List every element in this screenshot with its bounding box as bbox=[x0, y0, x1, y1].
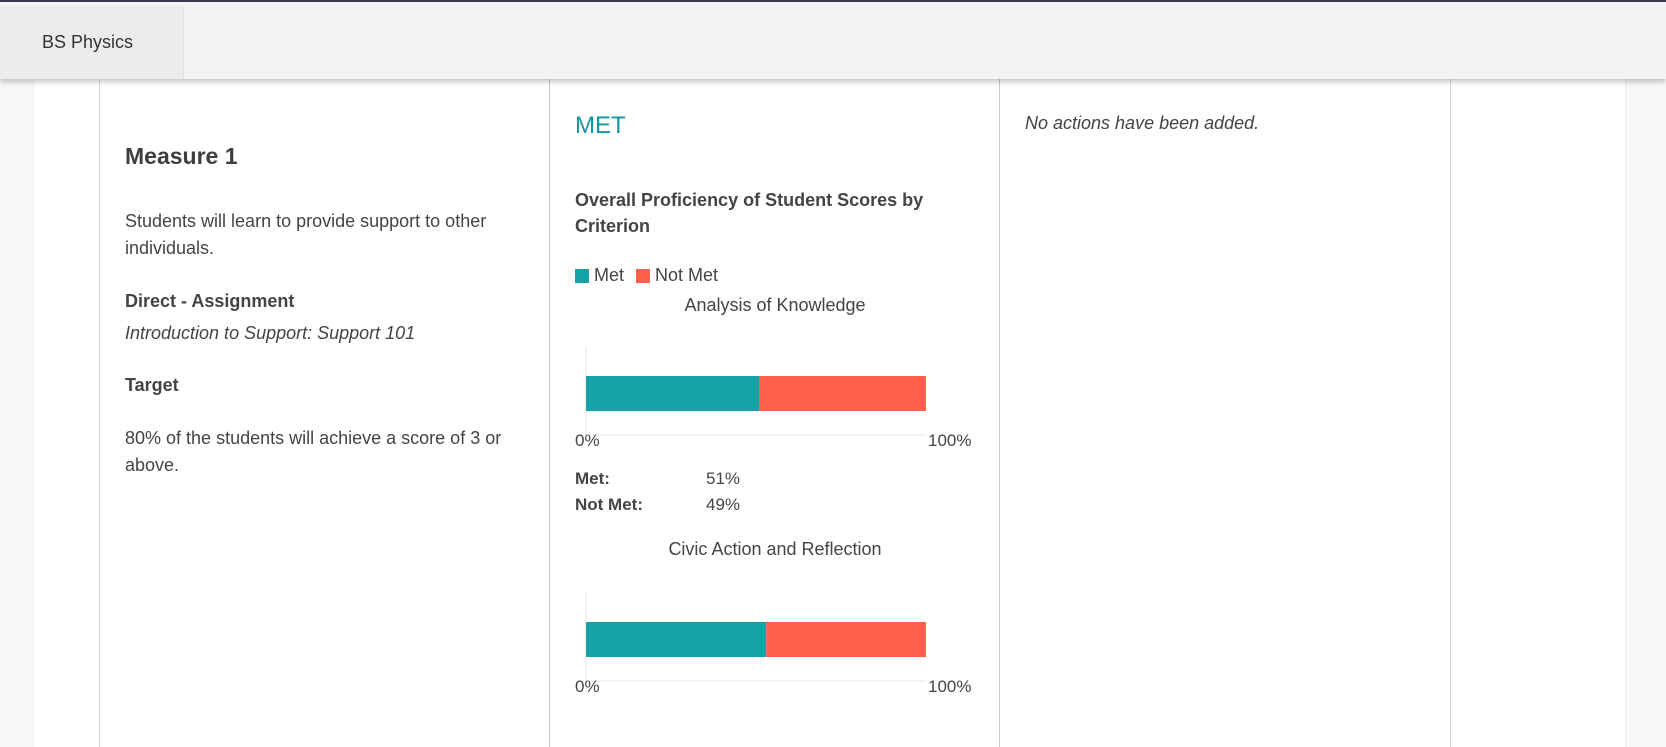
bar-not-met bbox=[766, 622, 926, 657]
target-label: Target bbox=[125, 375, 179, 395]
chart-name: Civic Action and Reflection bbox=[668, 539, 882, 559]
bar-met bbox=[586, 376, 760, 411]
legend-label-not-met: Not Met bbox=[655, 265, 719, 285]
x-tick-100: 100% bbox=[928, 431, 972, 450]
bar-not-met bbox=[759, 376, 926, 411]
bar-chart bbox=[585, 592, 926, 682]
assessment-method: Direct - Assignment bbox=[125, 291, 295, 311]
legend-label-met: Met bbox=[594, 265, 625, 285]
chart-title: Overall Proficiency of Student Scores by… bbox=[575, 190, 924, 236]
x-tick-0: 0% bbox=[575, 677, 600, 696]
x-tick-0: 0% bbox=[575, 431, 600, 450]
bar-chart bbox=[585, 346, 926, 436]
stat-value-not-met: 49% bbox=[706, 495, 741, 514]
x-tick-100: 100% bbox=[928, 677, 972, 696]
legend-item-not-met: Not Met bbox=[636, 265, 718, 286]
measure-description: Students will learn to provide support t… bbox=[125, 211, 487, 258]
measure-table: Measure 1 Students will learn to provide… bbox=[99, 79, 1451, 747]
stat-row-not-met: Not Met: 49% bbox=[575, 492, 740, 518]
bar-met bbox=[586, 622, 767, 657]
stat-row-met: Met: 51% bbox=[575, 466, 740, 492]
chart-stats: Met: 51% Not Met: 49% bbox=[575, 466, 740, 518]
assessment-method-detail: Introduction to Support: Support 101 bbox=[125, 323, 416, 343]
chart-legend: Met Not Met bbox=[575, 265, 730, 286]
top-navigation-bar: BS Physics bbox=[0, 0, 1666, 79]
stat-label-met: Met: bbox=[575, 469, 610, 488]
no-actions-text: No actions have been added. bbox=[1025, 113, 1260, 133]
legend-item-met: Met bbox=[575, 265, 624, 286]
legend-swatch-not-met bbox=[636, 268, 651, 283]
chart-name: Analysis of Knowledge bbox=[684, 295, 866, 315]
status-met: MET bbox=[575, 112, 626, 139]
target-text: 80% of the students will achieve a score… bbox=[125, 428, 502, 475]
stat-label-not-met: Not Met: bbox=[575, 495, 643, 514]
measure-column: Measure 1 Students will learn to provide… bbox=[100, 79, 550, 747]
program-tab[interactable]: BS Physics bbox=[0, 6, 184, 79]
results-column: MET Overall Proficiency of Student Score… bbox=[550, 79, 1000, 747]
stat-value-met: 51% bbox=[706, 469, 741, 488]
measure-title: Measure 1 bbox=[125, 143, 238, 169]
legend-swatch-met bbox=[575, 268, 589, 283]
actions-column: No actions have been added. bbox=[1000, 79, 1451, 747]
